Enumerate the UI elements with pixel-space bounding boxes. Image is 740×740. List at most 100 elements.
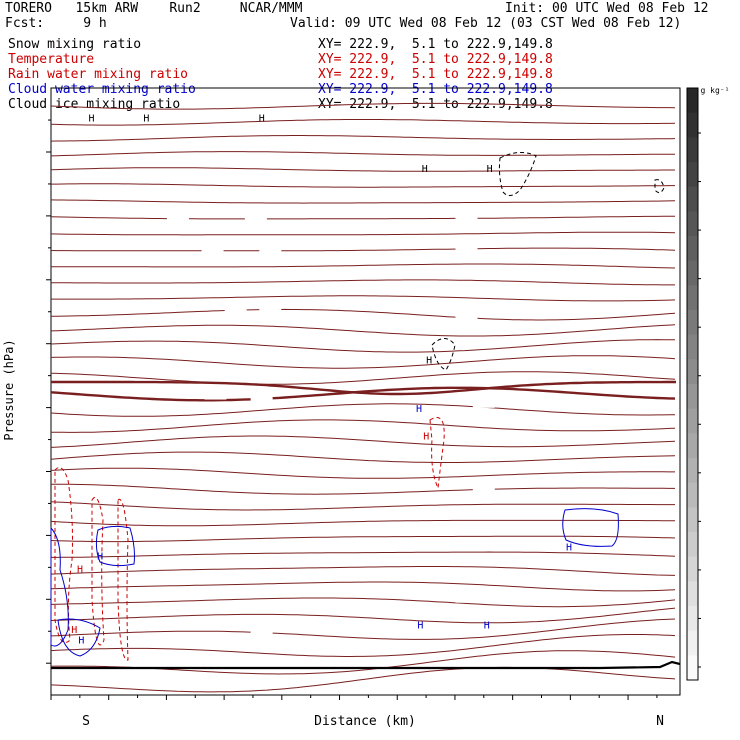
init-time: Init: 00 UTC Wed 08 Feb 12 (505, 1, 709, 16)
colorbar-segment (687, 482, 698, 508)
colorbar-segment (687, 408, 698, 434)
freezing-level-line (51, 380, 676, 396)
rain-contour (117, 498, 129, 661)
snow-contour (431, 338, 456, 371)
temperature-label-bg (547, 592, 570, 605)
isotherm-line (51, 339, 676, 353)
colorbar-segment (687, 137, 698, 163)
max-marker-h: H (487, 164, 493, 175)
max-marker-h: H (416, 404, 422, 415)
colorbar-segment (687, 88, 698, 114)
isotherm-line (51, 607, 676, 624)
field-xy-snow: XY= 222.9, 5.1 to 222.9,149.8 (318, 37, 553, 52)
isotherm-line (51, 634, 676, 657)
isotherm-line (51, 451, 676, 463)
colorbar-segment (687, 285, 698, 311)
north-endpoint: N (656, 714, 664, 729)
colorbar-segment (687, 236, 698, 262)
isotherm-line (51, 519, 675, 527)
isotherm-line (51, 119, 676, 126)
valid-time: Valid: 09 UTC Wed 08 Feb 12 (03 CST Wed … (290, 16, 682, 31)
temperature-label-bg (166, 211, 189, 224)
colorbar-segment (687, 630, 698, 656)
temperature-label-bg (472, 483, 495, 496)
isotherm-line (51, 650, 676, 675)
max-marker-h: H (71, 625, 77, 636)
isotherm-line (51, 386, 676, 402)
isotherm-line (51, 501, 675, 511)
max-marker-h: H (417, 621, 423, 632)
field-xy-temperature: XY= 222.9, 5.1 to 222.9,149.8 (318, 52, 553, 67)
temperature-label-bg (201, 247, 224, 260)
max-marker-h: H (259, 113, 265, 124)
plot-frame (50, 87, 681, 696)
colorbar-segment (687, 162, 698, 188)
colorbar-segment (687, 260, 698, 286)
temperature-label-bg (455, 211, 478, 224)
isotherm-line (51, 483, 675, 495)
isotherm-line (51, 581, 676, 592)
y-axis-label: Pressure (hPa) (2, 339, 16, 440)
isotherm-line (51, 295, 676, 302)
isotherm-line (51, 247, 676, 252)
field-xy-cloud-water: XY= 222.9, 5.1 to 222.9,149.8 (318, 82, 553, 97)
colorbar-segment (687, 186, 698, 212)
max-marker-h: H (484, 621, 490, 632)
temperature-label-bg (455, 310, 478, 323)
temperature-label-bg (259, 246, 282, 259)
max-marker-h: H (97, 552, 103, 563)
temperature-label-bg (250, 389, 273, 402)
isotherm-line (51, 419, 676, 433)
rain-contour (54, 467, 73, 643)
isotherm-line (51, 279, 675, 286)
isotherm-line (51, 467, 675, 479)
rain-contour (91, 497, 105, 646)
colorbar-segment (687, 507, 698, 533)
south-endpoint: S (82, 714, 90, 729)
temperature-label-bg (244, 211, 267, 224)
colorbar-segment (687, 532, 698, 558)
isotherm-line (51, 167, 675, 172)
isotherm-line (51, 355, 676, 369)
isotherm-line (51, 135, 676, 142)
temperature-label-bg (204, 387, 227, 400)
temperature-label-bg (175, 491, 198, 504)
isotherm-line (51, 324, 676, 337)
isotherm-line (51, 618, 676, 640)
snow-contour (654, 179, 665, 194)
cloud-water-contour (57, 618, 101, 657)
temperature-label-bg (455, 246, 478, 259)
colorbar-segment (687, 334, 698, 360)
isotherm-line (51, 371, 676, 385)
isotherm-line (51, 403, 676, 417)
isotherm-line (51, 102, 676, 110)
colorbar-segment (687, 112, 698, 138)
isotherm-line (51, 231, 676, 236)
snow-contour (498, 152, 537, 196)
isotherm-line (51, 566, 676, 576)
isotherm-line (51, 151, 675, 157)
temperature-label-bg (472, 395, 495, 408)
field-xy-rain: XY= 222.9, 5.1 to 222.9,149.8 (318, 67, 553, 82)
isotherm-line (51, 551, 676, 558)
isotherm-line (51, 666, 676, 693)
max-marker-h: H (89, 113, 95, 124)
isotherm-line (51, 535, 676, 543)
forecast-hour: Fcst: 9 h (5, 16, 107, 31)
temperature-label-bg (241, 494, 264, 507)
cloud-water-contour (50, 526, 69, 647)
colorbar-segment (687, 310, 698, 336)
colorbar-segment (687, 655, 698, 681)
model-title: TORERO 15km ARW Run2 NCAR/MMM (5, 1, 303, 16)
isotherm-line (51, 308, 676, 321)
colorbar-frame (686, 87, 699, 681)
colorbar-unit: g kg⁻¹ (701, 86, 730, 95)
cloud-water-contour (95, 525, 135, 567)
colorbar-segment (687, 211, 698, 237)
cloud-water-contour (562, 508, 619, 547)
field-name-cloud-water: Cloud water mixing ratio (8, 82, 196, 97)
colorbar-segment (687, 606, 698, 632)
max-marker-h: H (143, 113, 149, 124)
colorbar-segment (687, 359, 698, 385)
field-name-rain: Rain water mixing ratio (8, 67, 189, 82)
